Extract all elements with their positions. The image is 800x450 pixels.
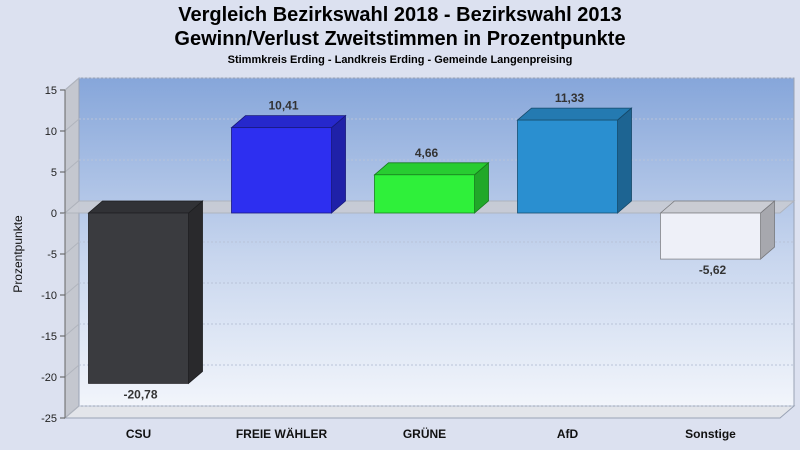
bar-side [331,114,346,214]
y-tick-label: 5 [51,167,57,179]
y-tick-label: 0 [51,208,57,220]
data-label: 4,66 [415,146,439,160]
bar-side [188,200,203,385]
plot-floor [63,405,796,419]
grid-line-side [64,282,80,296]
x-tick-label: FREIE WÄHLER [236,426,328,441]
y-tick-label: -10 [41,290,57,302]
bar [231,127,332,214]
y-tick-label: -5 [47,249,57,261]
bar-sonstige [659,200,776,260]
grid-line-side [64,77,80,91]
grid-line-side [64,118,80,132]
y-tick-label: -15 [41,331,57,343]
grid-line-side [64,159,80,173]
x-tick-label: GRÜNE [403,426,446,441]
data-label: 11,33 [555,91,585,105]
bar [374,174,475,214]
bar-top [87,200,204,214]
chart-title: Vergleich Bezirkswahl 2018 - Bezirkswahl… [178,4,622,26]
bar-side [617,107,632,214]
bar-top [516,107,633,121]
grid-line-side [64,241,80,255]
data-label: 10,41 [268,99,298,113]
bar-freie-w-hler [230,114,347,214]
bar-afd [516,107,633,214]
grid-line-side [64,364,80,378]
data-label: -5,62 [699,263,727,277]
x-tick-label: AfD [557,427,579,441]
bar-top [230,115,347,129]
x-tick-label: CSU [126,427,151,441]
grid-line-side [64,323,80,337]
y-tick-label: 15 [45,85,57,97]
y-tick-label: 10 [45,126,57,138]
bar-top [373,162,490,176]
chart-title-line2: Gewinn/Verlust Zweitstimmen in Prozentpu… [174,28,626,50]
data-label: -20,78 [123,387,157,401]
bar-gr-ne [373,161,490,214]
chart-subtitle: Stimmkreis Erding - Landkreis Erding - G… [227,54,573,66]
bar-top [659,200,776,214]
y-tick-label: -25 [41,413,57,425]
y-tick-label: -20 [41,372,57,384]
bar [517,119,618,214]
bar [660,212,761,260]
grid-line-side [64,405,80,419]
x-tick-label: Sonstige [685,427,736,441]
y-axis-label: Prozentpunkte [11,215,25,293]
bar [88,212,189,384]
bar-csu [87,200,204,385]
